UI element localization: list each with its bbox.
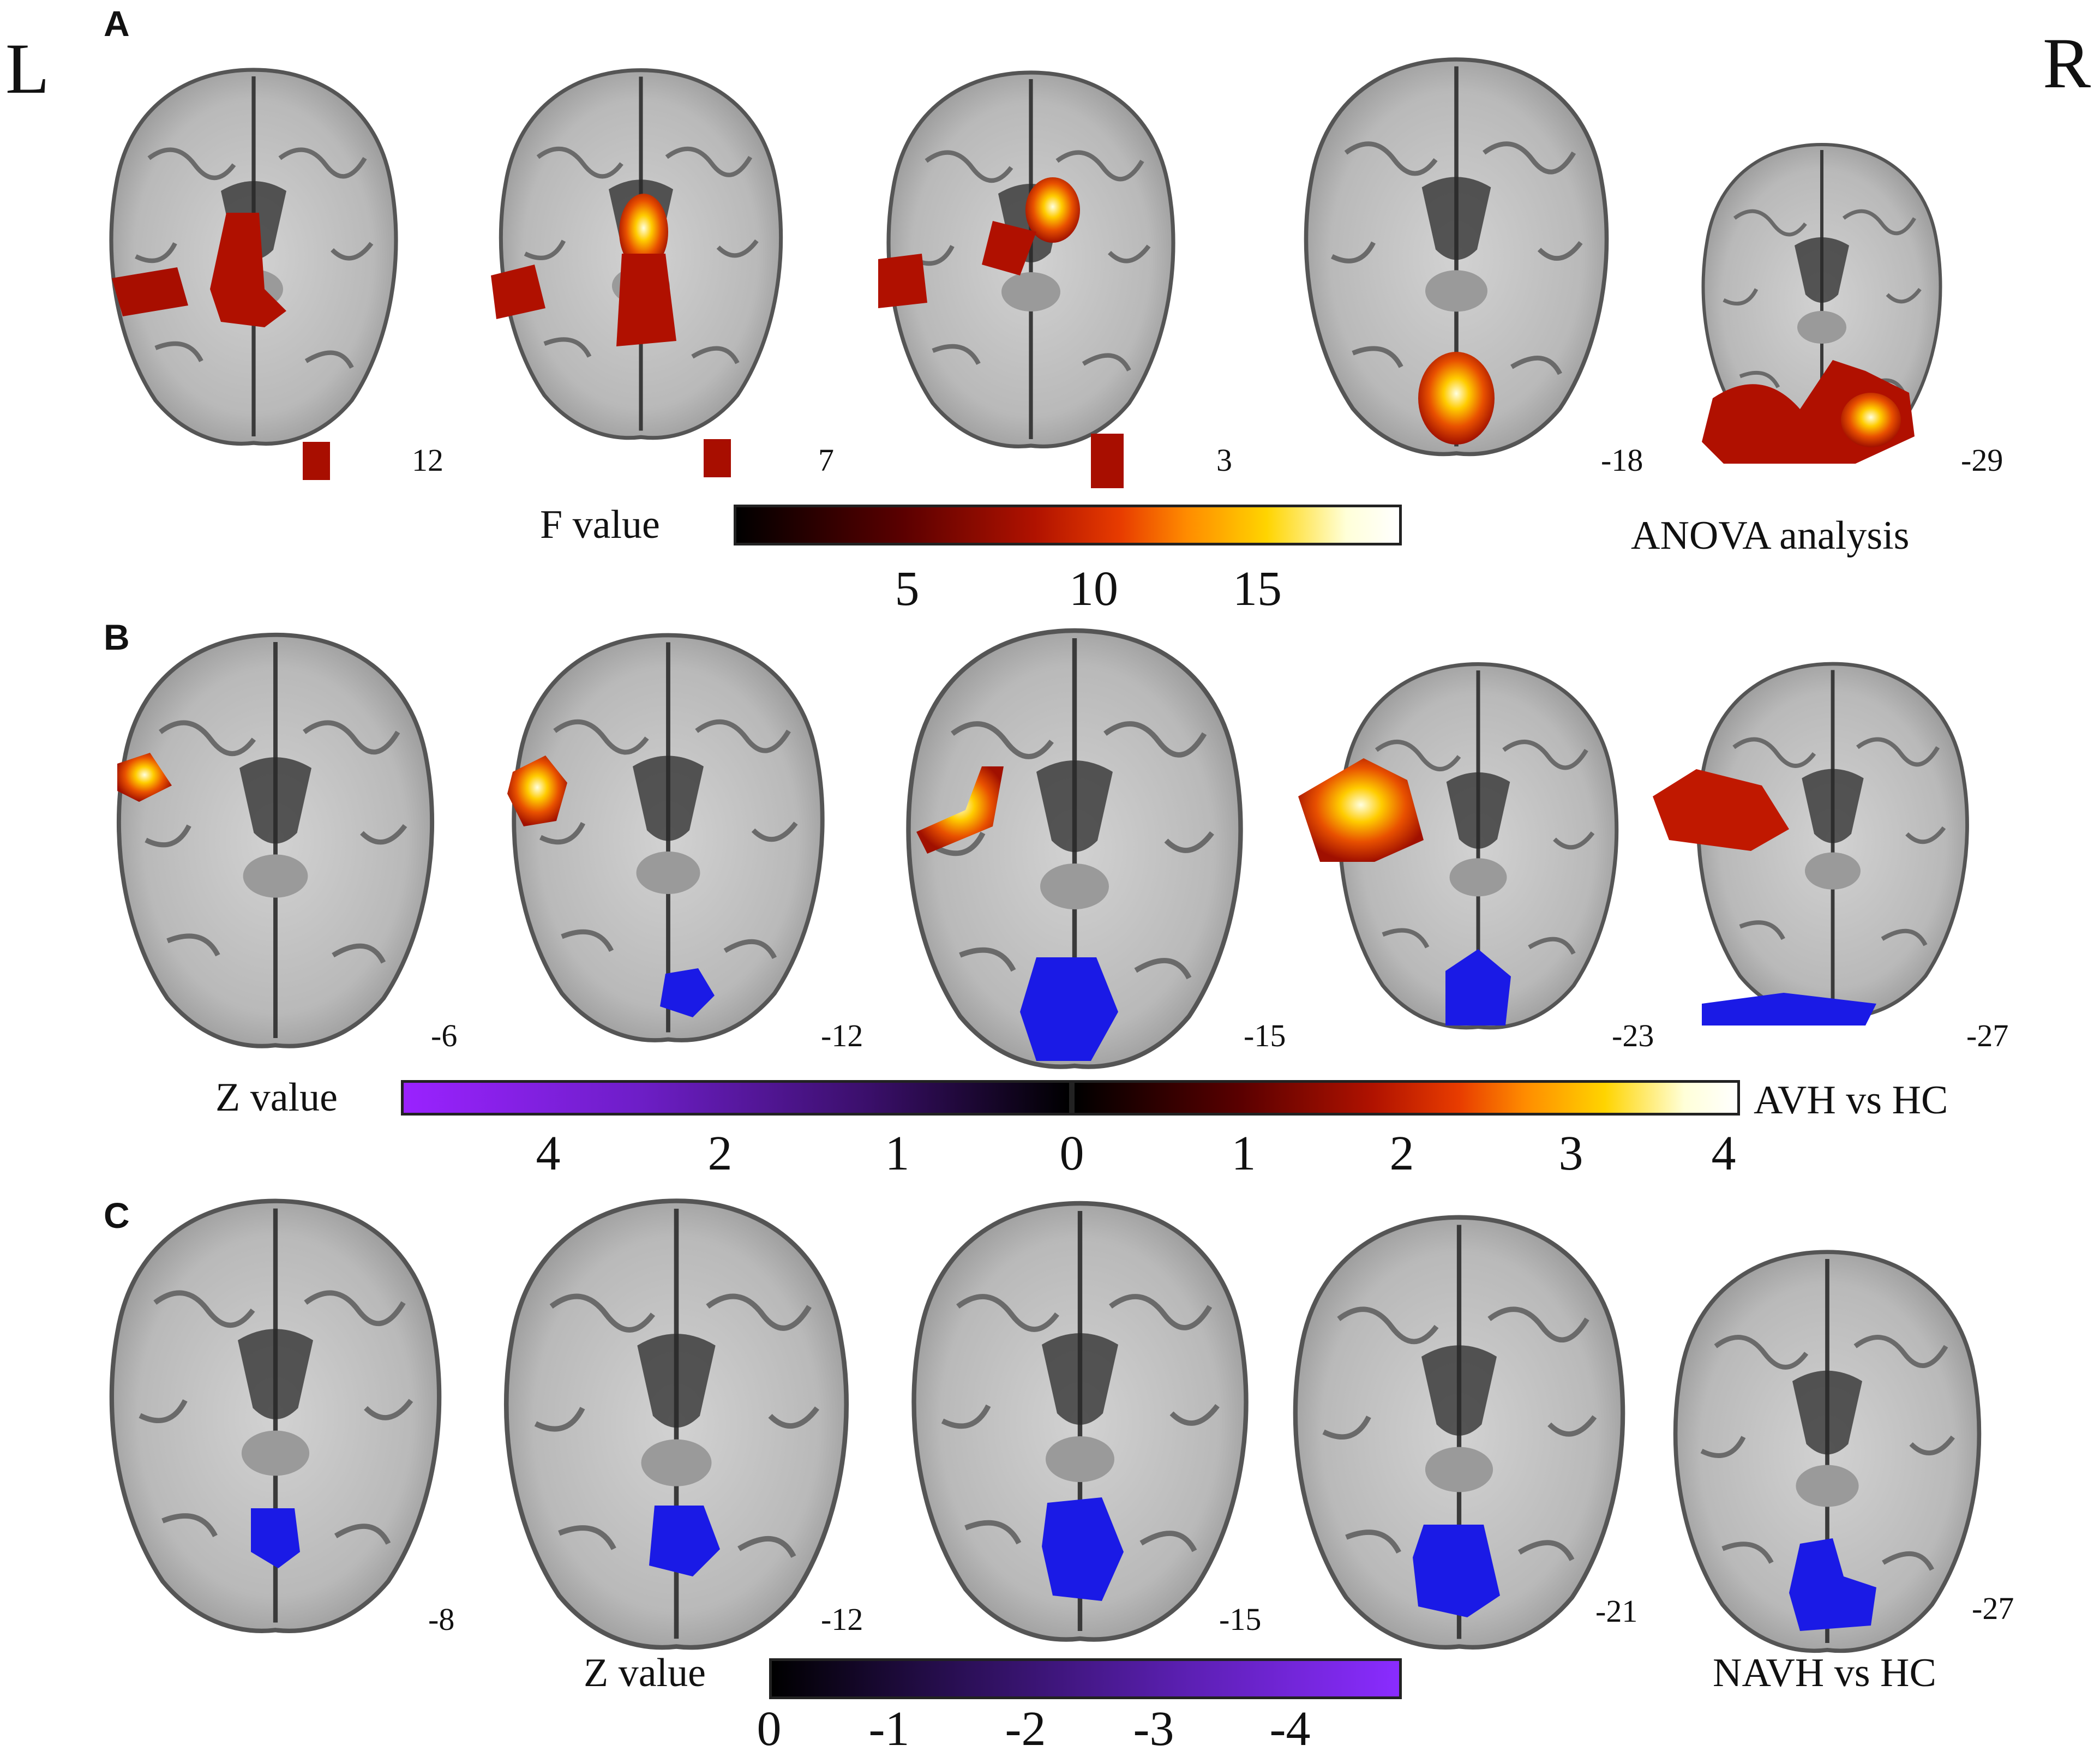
tick-label: -1 bbox=[868, 1702, 910, 1756]
slice-number: 7 bbox=[818, 442, 834, 478]
activation-cluster bbox=[1042, 1497, 1124, 1601]
activation-cluster bbox=[117, 753, 172, 802]
activation-cluster bbox=[1298, 758, 1424, 862]
activation-cluster bbox=[1020, 957, 1118, 1061]
right-hemisphere-label: R bbox=[2043, 23, 2091, 103]
slice-number: 3 bbox=[1216, 442, 1232, 478]
brain-slice bbox=[878, 30, 1195, 488]
tick-label: 1 bbox=[1231, 1126, 1256, 1180]
z-value-colorbar-positive bbox=[1072, 1080, 1740, 1116]
brain-slice bbox=[1265, 49, 1647, 464]
activation-cluster bbox=[1653, 769, 1789, 851]
activation-cluster bbox=[1702, 993, 1876, 1026]
scale-label: Z value bbox=[215, 1075, 338, 1120]
slice-number: 12 bbox=[412, 442, 443, 478]
tick-label: 15 bbox=[1233, 562, 1282, 616]
brain-slice bbox=[90, 22, 417, 480]
activation-cluster bbox=[1841, 393, 1901, 447]
brain-slice bbox=[1653, 1238, 2002, 1664]
brain-slice bbox=[95, 600, 455, 1080]
slice-number: -29 bbox=[1961, 442, 2003, 478]
panel-letter: A bbox=[104, 3, 130, 44]
slice-number: -8 bbox=[428, 1602, 455, 1637]
activation-cluster bbox=[1025, 177, 1080, 243]
analysis-title: ANOVA analysis bbox=[1631, 513, 1910, 558]
tick-label: 2 bbox=[1389, 1126, 1414, 1180]
panel-letter: C bbox=[104, 1195, 130, 1236]
brain-slice bbox=[889, 1186, 1271, 1656]
tick-label: -3 bbox=[1133, 1702, 1174, 1756]
activation-cluster bbox=[616, 254, 676, 346]
tick-label: 1 bbox=[885, 1126, 910, 1180]
slice-number: -12 bbox=[821, 1018, 863, 1053]
analysis-title: AVH vs HC bbox=[1754, 1078, 1948, 1123]
scale-label: F value bbox=[540, 502, 660, 547]
slice-number: -6 bbox=[431, 1018, 458, 1053]
tick-label: -4 bbox=[1269, 1702, 1311, 1756]
brain-slice bbox=[1653, 655, 2018, 1026]
scale-label: Z value bbox=[584, 1651, 706, 1695]
brain-slice bbox=[491, 19, 802, 477]
activation-cluster bbox=[507, 755, 567, 826]
brain-slice bbox=[1647, 136, 1996, 464]
activation-cluster bbox=[251, 1508, 300, 1568]
left-hemisphere-label: L bbox=[5, 28, 50, 109]
activation-cluster bbox=[649, 1506, 720, 1576]
tick-label: 0 bbox=[757, 1702, 782, 1756]
tick-label: 5 bbox=[895, 562, 920, 616]
f-value-colorbar bbox=[734, 505, 1402, 545]
brain-slice bbox=[1298, 655, 1675, 1036]
activation-cluster bbox=[1445, 949, 1511, 1026]
tick-label: 3 bbox=[1558, 1126, 1583, 1180]
tick-label: 0 bbox=[1059, 1126, 1084, 1180]
tick-label: 4 bbox=[1711, 1126, 1736, 1180]
slice-number: -15 bbox=[1244, 1018, 1286, 1053]
activation-cluster bbox=[1789, 1538, 1876, 1631]
activation-cluster bbox=[491, 265, 545, 319]
brain-slice bbox=[507, 597, 845, 1077]
activation-cluster bbox=[303, 442, 330, 480]
slice-number: -27 bbox=[1966, 1018, 2009, 1053]
tick-label: -2 bbox=[1005, 1702, 1046, 1756]
z-value-colorbar bbox=[769, 1658, 1402, 1699]
slice-number: -18 bbox=[1601, 442, 1643, 478]
activation-cluster bbox=[982, 221, 1036, 275]
analysis-title: NAVH vs HC bbox=[1713, 1651, 1936, 1695]
brain-slice bbox=[480, 1189, 873, 1658]
slice-number: -15 bbox=[1219, 1602, 1262, 1637]
activation-cluster bbox=[878, 254, 927, 308]
brain-slice bbox=[87, 1181, 464, 1650]
panel-letter: B bbox=[104, 617, 130, 657]
z-value-colorbar-negative bbox=[401, 1080, 1072, 1116]
brain-slice bbox=[1271, 1197, 1647, 1666]
activation-cluster bbox=[660, 968, 715, 1017]
slice-number: -21 bbox=[1595, 1593, 1638, 1629]
slice-number: -12 bbox=[821, 1602, 863, 1637]
tick-label: 2 bbox=[707, 1126, 733, 1180]
activation-cluster bbox=[1091, 434, 1124, 488]
brain-slice bbox=[884, 608, 1265, 1088]
activation-cluster bbox=[619, 194, 668, 270]
activation-cluster bbox=[704, 439, 731, 477]
slice-number: -23 bbox=[1612, 1018, 1654, 1053]
tick-label: 10 bbox=[1069, 562, 1118, 616]
activation-cluster bbox=[112, 267, 188, 316]
slice-number: -27 bbox=[1972, 1591, 2014, 1626]
activation-cluster bbox=[916, 766, 1004, 854]
activation-cluster bbox=[1418, 352, 1495, 445]
activation-cluster bbox=[210, 213, 286, 327]
activation-cluster bbox=[1413, 1525, 1500, 1617]
tick-label: 4 bbox=[536, 1126, 561, 1180]
